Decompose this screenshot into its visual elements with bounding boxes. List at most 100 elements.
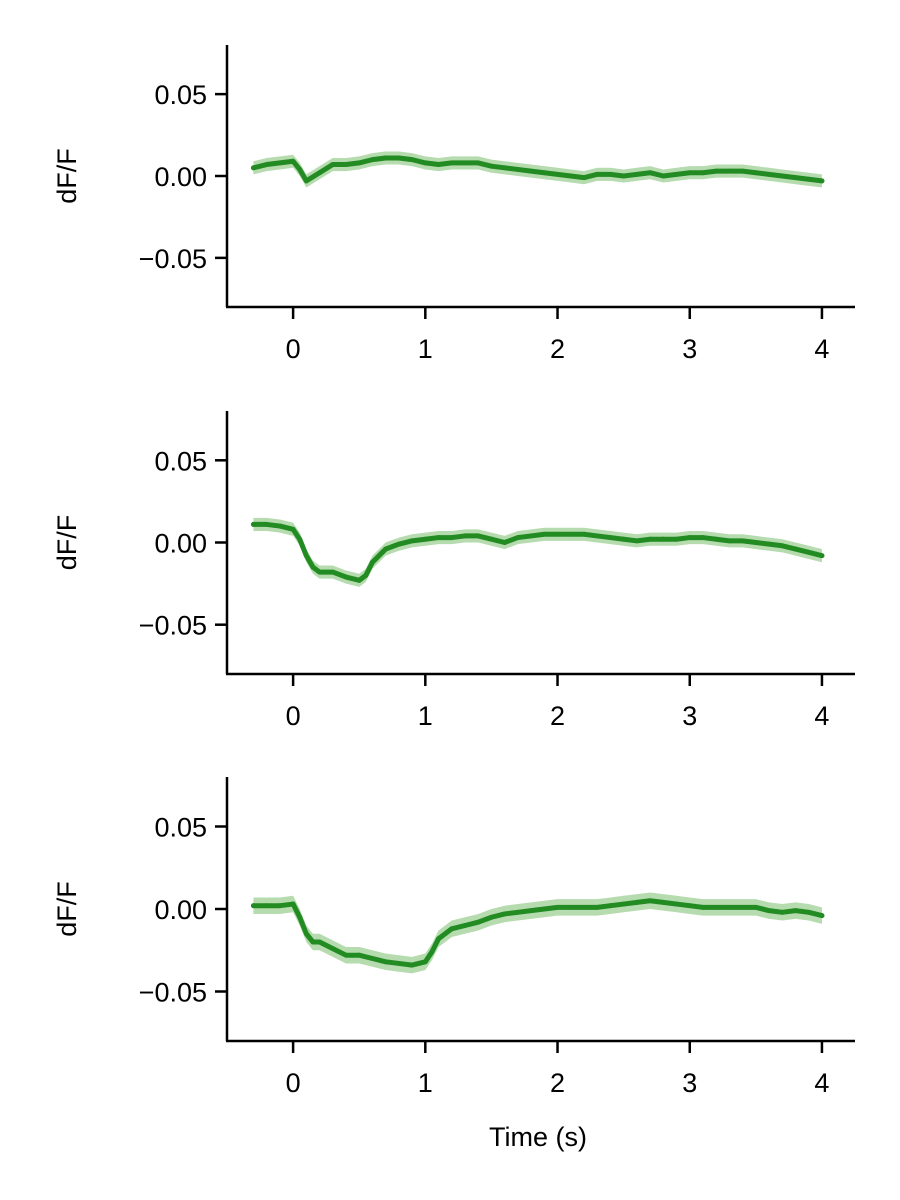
- x-tick-label: 2: [550, 701, 565, 731]
- data-point: [555, 171, 560, 177]
- data-point: [515, 909, 521, 915]
- data-point: [251, 165, 256, 171]
- data-point: [806, 549, 812, 555]
- data-point: [409, 157, 415, 163]
- data-point: [634, 538, 640, 544]
- data-point: [515, 167, 521, 172]
- data-point: [700, 535, 706, 540]
- error-band: [253, 517, 822, 587]
- data-point: [766, 908, 772, 914]
- data-point: [608, 903, 613, 909]
- data-point: [674, 536, 679, 542]
- data-point: [634, 171, 640, 177]
- data-point: [555, 904, 560, 910]
- data-point: [647, 536, 653, 542]
- data-point: [251, 903, 256, 909]
- data-point: [383, 959, 389, 965]
- data-point: [608, 171, 613, 177]
- data-point: [687, 903, 693, 909]
- data-point: [449, 160, 455, 166]
- series-line: [250, 521, 825, 583]
- data-point: [356, 952, 362, 958]
- data-point: [449, 926, 455, 932]
- data-point: [370, 157, 375, 163]
- data-point: [819, 553, 825, 559]
- x-tick-label: 3: [682, 701, 697, 731]
- data-point: [766, 541, 772, 547]
- data-point: [806, 909, 812, 915]
- data-point: [462, 923, 468, 928]
- data-point: [303, 178, 309, 184]
- data-point: [727, 168, 732, 174]
- panel-3: 0.05 0.00 −0.05 0 1 2 3 4 dF/F Time (s): [52, 777, 855, 1152]
- data-point: [528, 908, 534, 914]
- data-point: [310, 564, 316, 570]
- y-tick-label: −0.05: [139, 978, 207, 1008]
- data-point: [330, 946, 336, 951]
- data-point: [621, 901, 627, 907]
- data-point: [475, 160, 481, 166]
- data-point: [528, 168, 534, 174]
- data-point: [297, 536, 303, 542]
- data-point: [264, 522, 270, 527]
- data-point: [740, 904, 746, 910]
- y-tick-label: 0.05: [154, 813, 207, 843]
- data-point: [356, 577, 362, 583]
- data-point: [475, 919, 481, 925]
- data-point: [660, 900, 666, 905]
- x-axis-title: Time (s): [489, 1122, 587, 1152]
- data-point: [687, 170, 693, 176]
- data-point: [422, 536, 428, 542]
- data-point: [700, 904, 706, 910]
- data-point: [541, 531, 547, 537]
- data-point: [753, 904, 759, 910]
- data-point: [343, 162, 349, 167]
- data-point: [343, 574, 349, 580]
- panel-2: 0.05 0.00 −0.05 0 1 2 3 4 dF/F: [52, 411, 855, 731]
- data-point: [297, 167, 303, 172]
- data-point: [297, 914, 303, 920]
- x-tick-label: 3: [682, 1068, 697, 1098]
- data-point: [753, 540, 759, 545]
- y-tick-label: −0.05: [139, 244, 207, 274]
- data-point: [753, 170, 759, 176]
- data-point: [436, 936, 441, 942]
- data-point: [475, 533, 481, 539]
- data-point: [370, 559, 375, 565]
- data-point: [310, 939, 316, 945]
- data-point: [502, 540, 508, 545]
- x-tick-label: 2: [550, 334, 565, 364]
- data-point: [581, 175, 587, 181]
- data-point: [462, 160, 468, 166]
- data-point: [806, 176, 812, 182]
- x-tick-label: 4: [814, 334, 829, 364]
- x-tick-label: 1: [418, 334, 433, 364]
- data-point: [303, 553, 309, 559]
- data-point: [383, 155, 389, 161]
- data-point: [674, 901, 679, 907]
- data-point: [396, 961, 402, 966]
- x-tick-label: 2: [550, 1068, 565, 1098]
- data-point: [330, 162, 336, 167]
- x-tick-label: 4: [814, 1068, 829, 1098]
- data-point: [819, 913, 825, 918]
- data-point: [528, 533, 534, 539]
- data-point: [396, 155, 402, 161]
- data-point: [819, 178, 825, 184]
- data-point: [740, 168, 746, 174]
- data-point: [489, 536, 494, 542]
- data-point: [660, 536, 666, 542]
- data-point: [277, 903, 283, 909]
- data-point: [449, 535, 455, 540]
- data-point: [568, 904, 574, 910]
- panel-1: 0.05 0.00 −0.05 0 1 2 3 4 dF/F: [52, 45, 855, 364]
- data-point: [594, 171, 600, 177]
- y-axis-title: dF/F: [52, 881, 82, 937]
- data-point: [700, 170, 706, 176]
- data-point: [515, 535, 521, 540]
- data-point: [409, 538, 415, 544]
- data-point: [779, 173, 785, 179]
- data-point: [409, 962, 415, 968]
- data-point: [793, 546, 798, 552]
- data-point: [581, 531, 587, 537]
